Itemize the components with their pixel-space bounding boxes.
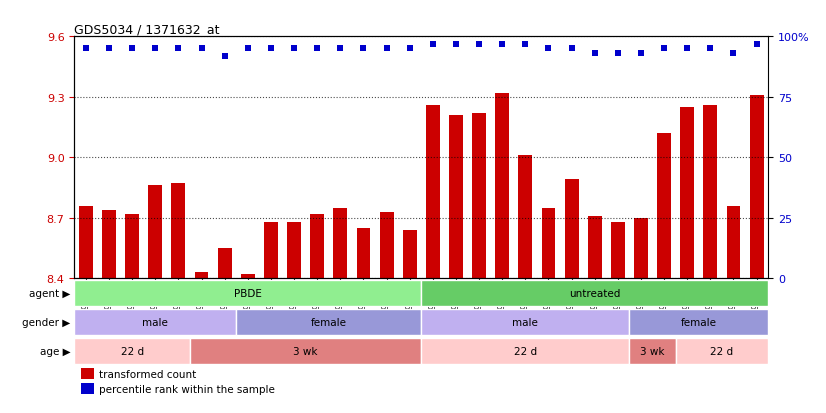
Text: 22 d: 22 d [514,346,537,356]
Bar [287,222,301,278]
Bar [472,114,486,278]
Text: percentile rank within the sample: percentile rank within the sample [99,384,275,394]
Bar [750,95,763,278]
FancyBboxPatch shape [421,338,629,364]
Bar [81,383,94,394]
FancyBboxPatch shape [236,309,421,335]
FancyBboxPatch shape [676,338,768,364]
Bar [334,208,347,278]
FancyBboxPatch shape [629,309,768,335]
Text: male: male [512,317,539,327]
Bar [241,275,254,278]
FancyBboxPatch shape [74,338,190,364]
Bar [681,107,694,278]
Bar [172,184,185,278]
FancyBboxPatch shape [421,280,768,306]
Text: male: male [142,317,169,327]
Text: 3 wk: 3 wk [640,346,665,356]
Bar [264,222,278,278]
Bar [704,106,717,278]
Text: 3 wk: 3 wk [293,346,318,356]
Text: agent ▶: agent ▶ [29,288,70,298]
Bar [218,248,231,278]
Bar [496,93,509,278]
Text: age ▶: age ▶ [40,346,70,356]
Text: PBDE: PBDE [234,288,262,298]
Bar [519,156,532,278]
Bar [426,106,439,278]
FancyBboxPatch shape [421,309,629,335]
Bar [149,186,162,278]
FancyBboxPatch shape [629,338,676,364]
Bar [79,206,93,278]
Bar [634,218,648,278]
Text: female: female [681,317,717,327]
Bar [195,273,208,278]
FancyBboxPatch shape [74,280,421,306]
Text: gender ▶: gender ▶ [22,317,70,327]
Text: 22 d: 22 d [710,346,733,356]
Text: female: female [311,317,347,327]
Bar [81,368,94,380]
Bar [611,222,624,278]
Text: transformed count: transformed count [99,369,197,379]
Bar [542,208,555,278]
Bar [357,228,370,278]
FancyBboxPatch shape [190,338,421,364]
Bar [380,212,393,278]
Bar [565,180,578,278]
Text: 22 d: 22 d [121,346,144,356]
Bar [126,214,139,278]
Bar [311,214,324,278]
Text: untreated: untreated [569,288,620,298]
Bar [403,230,416,278]
Text: GDS5034 / 1371632_at: GDS5034 / 1371632_at [74,23,220,36]
Bar [588,216,601,278]
Bar [657,134,671,278]
Bar [102,210,116,278]
Bar [449,116,463,278]
Bar [727,206,740,278]
FancyBboxPatch shape [74,309,236,335]
